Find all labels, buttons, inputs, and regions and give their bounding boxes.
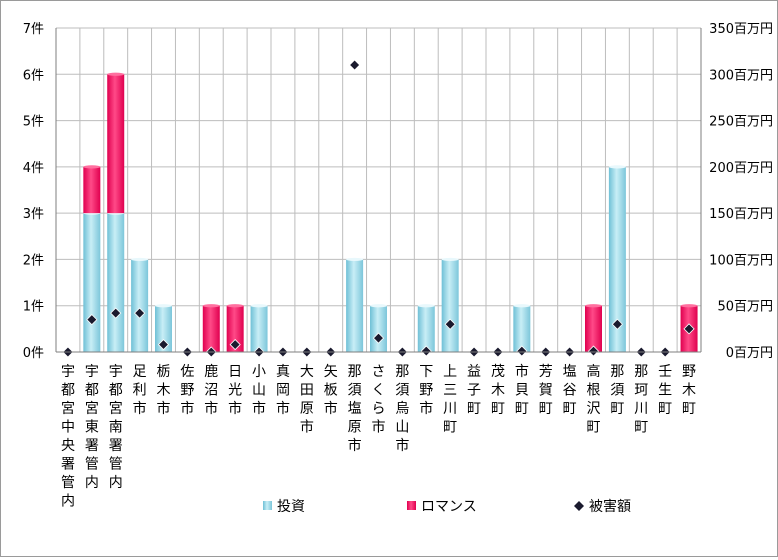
bar-toushi — [346, 259, 364, 352]
bar-romance — [585, 305, 602, 352]
bar-romance — [202, 305, 220, 352]
bar-toushi — [155, 305, 172, 352]
x-tick-label: 那須烏山市 — [395, 364, 409, 454]
bar-toushi — [250, 305, 268, 352]
y-right-tick-label: 300百万円 — [709, 68, 773, 83]
damage-marker — [587, 345, 600, 357]
x-tick-label: 栃木市 — [157, 364, 171, 417]
legend-label: 被害額 — [589, 499, 631, 515]
bar-top-highlight — [131, 257, 149, 262]
bar-top-highlight — [585, 304, 602, 308]
x-tick-label: 那珂川町 — [634, 364, 648, 436]
x-tick-label: 茂木町 — [491, 363, 505, 417]
bar-top-highlight — [608, 165, 626, 169]
bar-top-highlight — [226, 304, 244, 308]
x-tick-label: 益子町 — [467, 364, 481, 417]
x-tick-label: 宇都宮南署管内 — [109, 364, 123, 491]
bar-romance — [226, 305, 244, 352]
y-right-tick-label: 200百万円 — [709, 161, 773, 176]
y-right-tick-label: 150百万円 — [709, 207, 773, 222]
x-tick-label: 小山市 — [252, 364, 266, 417]
x-tick-label: 佐野市 — [180, 364, 194, 417]
bar-top-highlight — [202, 304, 220, 308]
x-tick-label: 真岡市 — [276, 364, 290, 417]
damage-marker — [157, 339, 170, 351]
y-left-tick-label: 1件 — [23, 300, 44, 315]
y-right-tick-label: 350百万円 — [709, 22, 773, 37]
x-tick-label: 日光市 — [228, 364, 242, 417]
x-tick-label: 那須塩原市 — [348, 364, 362, 454]
bar-toushi — [83, 213, 101, 352]
x-tick-label: さくら市 — [372, 364, 386, 436]
x-tick-label: 宇都宮中央署管内 — [61, 364, 75, 510]
x-tick-label: 宇都宮東署管内 — [85, 364, 99, 491]
y-left-tick-label: 3件 — [23, 207, 44, 222]
bar-top-highlight — [680, 304, 698, 308]
damage-marker — [683, 323, 695, 335]
legend-label: 投資 — [277, 499, 305, 515]
y-left-tick-label: 2件 — [23, 253, 44, 268]
x-tick-label: 上三川町 — [443, 364, 457, 436]
axis-layer: 0件 1件 2件 3件 4件 5件 6件 7件 0百万円 50百万円 100百万円 150百万円 200… — [23, 22, 773, 510]
bar-toushi — [441, 259, 459, 352]
damage-marker — [349, 59, 361, 71]
y-left-tick-label: 7件 — [23, 22, 44, 37]
x-tick-label: 下野市 — [419, 364, 433, 417]
x-tick-label: 鹿沼市 — [204, 363, 218, 417]
y-left-tick-label: 4件 — [23, 161, 44, 176]
y-right-tick-label: 0百万円 — [726, 346, 773, 361]
bar-toushi — [417, 305, 435, 352]
bar-top-highlight — [346, 257, 364, 262]
x-tick-label: 野木町 — [682, 364, 696, 417]
y-right-tick-label: 250百万円 — [709, 115, 773, 130]
bar-romance — [107, 74, 125, 214]
bar-toushi — [513, 305, 531, 352]
x-tick-label: 壬生町 — [658, 364, 672, 417]
grid-layer — [55, 27, 702, 353]
bar-top-highlight — [155, 304, 172, 308]
y-left-tick-label: 6件 — [23, 68, 44, 83]
x-tick-label: 足利市 — [133, 364, 147, 417]
y-left-tick-label: 0件 — [23, 346, 44, 361]
y-left-tick-label: 5件 — [23, 115, 44, 130]
legend-label: ロマンス — [421, 499, 477, 515]
y-right-tick-label: 100百万円 — [709, 253, 773, 268]
bar-romance — [83, 166, 101, 214]
x-tick-label: 那須町 — [610, 364, 624, 417]
bar-toushi — [608, 166, 626, 352]
x-tick-label: 芳賀町 — [539, 363, 553, 417]
damage-marker — [420, 345, 432, 357]
x-tick-label: 高根沢町 — [587, 363, 601, 436]
bar-toushi — [107, 213, 125, 352]
x-tick-label: 市貝町 — [515, 363, 529, 417]
legend-key-damage — [574, 501, 584, 511]
bar-top-highlight — [107, 72, 125, 76]
bars-layer — [83, 72, 698, 352]
damage-marker — [372, 332, 385, 344]
legend-key-romance — [407, 501, 416, 510]
damage-marker — [611, 318, 623, 330]
bar-top-highlight — [83, 165, 101, 169]
bar-top-highlight — [417, 304, 435, 308]
bar-top-highlight — [441, 257, 459, 262]
x-tick-label: 矢板市 — [324, 364, 338, 417]
bar-top-highlight — [513, 304, 531, 308]
legend-key-toushi — [263, 501, 272, 510]
damage-marker — [444, 318, 456, 330]
legend-layer: 投資 ロマンス 被害額 — [263, 499, 631, 515]
x-tick-label: 塩谷町 — [563, 364, 577, 417]
bar-top-highlight — [250, 304, 268, 308]
bar-toushi — [370, 305, 387, 352]
damage-marker — [110, 307, 122, 319]
damage-marker — [86, 314, 98, 326]
damage-marker — [516, 345, 528, 357]
x-tick-label: 大田原市 — [300, 364, 314, 436]
bar-top-highlight — [370, 304, 387, 308]
damage-marker — [134, 307, 146, 319]
damage-marker — [229, 339, 241, 351]
y-right-tick-label: 50百万円 — [717, 300, 773, 315]
bar-toushi — [131, 259, 149, 352]
